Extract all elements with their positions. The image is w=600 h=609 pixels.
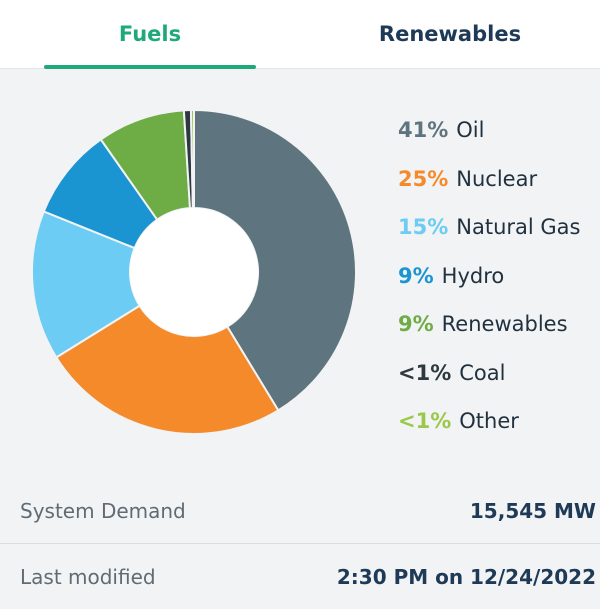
tab-renewables-label: Renewables	[378, 22, 522, 46]
legend-label: Hydro	[441, 263, 505, 288]
legend-percent: <1%	[398, 409, 452, 433]
last-modified-label: Last modified	[20, 564, 156, 589]
legend-label: Natural Gas	[456, 215, 581, 239]
legend-item-renewables: 9% Renewables	[398, 312, 598, 361]
legend-percent: 9%	[398, 312, 434, 336]
legend-item-hydro: 9% Hydro	[398, 264, 598, 313]
last-modified-value: 2:30 PM on 12/24/2022	[336, 564, 596, 589]
system-demand-label: System Demand	[20, 499, 186, 523]
system-demand-value: 15,545 MW	[469, 499, 596, 523]
legend-label: Renewables	[441, 312, 568, 336]
tab-bar: Fuels Renewables	[0, 0, 600, 69]
tab-fuels-label: Fuels	[118, 22, 182, 46]
legend-label: Oil	[456, 118, 485, 142]
fuel-mix-chart	[0, 69, 600, 479]
legend-item-other: <1% Other	[398, 409, 598, 458]
system-demand-row: System Demand 15,545 MW	[0, 478, 600, 544]
active-tab-indicator	[44, 65, 256, 69]
legend-item-oil: 41% Oil	[398, 118, 598, 167]
donut-hole	[130, 208, 258, 336]
legend-percent: 41%	[398, 118, 449, 142]
legend-label: Other	[459, 409, 519, 433]
fuel-mix-legend: 41% Oil 25% Nuclear 15% Natural Gas 9% Hydro 9% R…	[398, 118, 598, 458]
last-modified-row: Last modified 2:30 PM on 12/24/2022	[0, 543, 600, 609]
legend-percent: <1%	[398, 360, 452, 385]
legend-label: Coal	[459, 360, 506, 385]
tab-fuels[interactable]: Fuels	[0, 0, 300, 69]
legend-item-natural-gas: 15% Natural Gas	[398, 215, 598, 264]
legend-label: Nuclear	[456, 166, 538, 191]
legend-percent: 15%	[398, 215, 449, 239]
tab-renewables[interactable]: Renewables	[300, 0, 600, 68]
legend-item-coal: <1% Coal	[398, 361, 598, 410]
legend-percent: 25%	[398, 166, 449, 191]
legend-item-nuclear: 25% Nuclear	[398, 167, 598, 216]
fuel-mix-donut	[31, 108, 357, 435]
legend-percent: 9%	[398, 263, 434, 288]
